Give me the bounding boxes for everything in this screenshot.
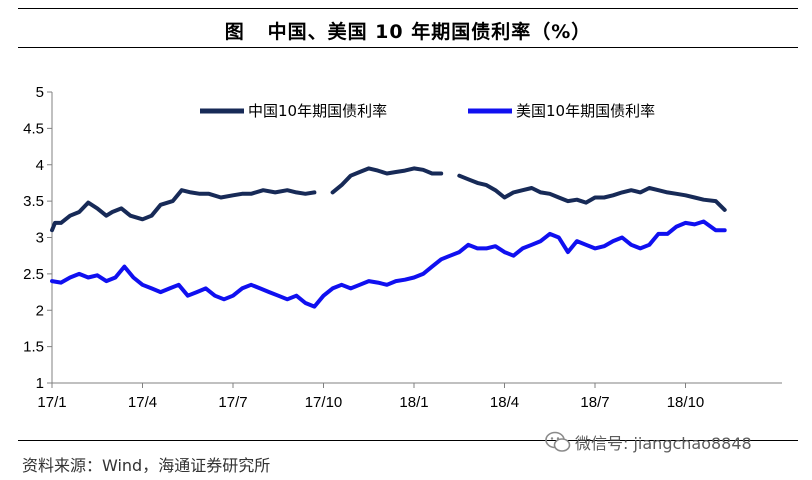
y-tick-label: 1	[36, 375, 44, 392]
x-tick-label: 18/1	[399, 394, 428, 411]
x-tick-label: 17/4	[128, 394, 157, 411]
y-tick-label: 3.5	[23, 193, 44, 210]
y-tick-label: 1.5	[23, 339, 44, 356]
watermark-text: 微信号: jiangchao8848	[575, 434, 752, 453]
series-line-china	[50, 166, 727, 233]
y-tick-label: 3	[36, 230, 44, 247]
y-tick-label: 2.5	[23, 266, 44, 283]
x-tick-label: 18/7	[580, 394, 609, 411]
x-tick-label: 17/10	[305, 394, 343, 411]
divider	[18, 440, 798, 441]
wechat-icon	[545, 431, 571, 452]
legend-label: 美国10年期国债利率	[516, 102, 655, 120]
x-tick-label: 17/1	[37, 394, 66, 411]
y-tick-label: 2	[36, 302, 44, 319]
page-title: 图 中国、美国 10 年期国债利率（%）	[224, 21, 592, 43]
x-tick-label: 17/7	[218, 394, 247, 411]
title-bar: 图 中国、美国 10 年期国债利率（%）	[18, 8, 798, 48]
y-tick-label: 4	[36, 157, 44, 174]
line-chart: 1 1.5 2 2.5 3 3.5 4 4.5 5 17/1 17/4 17/7 17/10 18/1 18…	[23, 84, 782, 411]
x-tick-label: 18/4	[490, 394, 519, 411]
y-tick-label: 5	[36, 84, 44, 101]
source-note: 资料来源：Wind，海通证券研究所	[22, 456, 271, 475]
legend-label: 中国10年期国债利率	[248, 102, 387, 120]
x-tick-label: 18/10	[667, 394, 705, 411]
y-tick-label: 4.5	[23, 120, 44, 137]
watermark: 微信号: jiangchao8848	[545, 430, 752, 454]
series-line-us	[50, 219, 727, 309]
